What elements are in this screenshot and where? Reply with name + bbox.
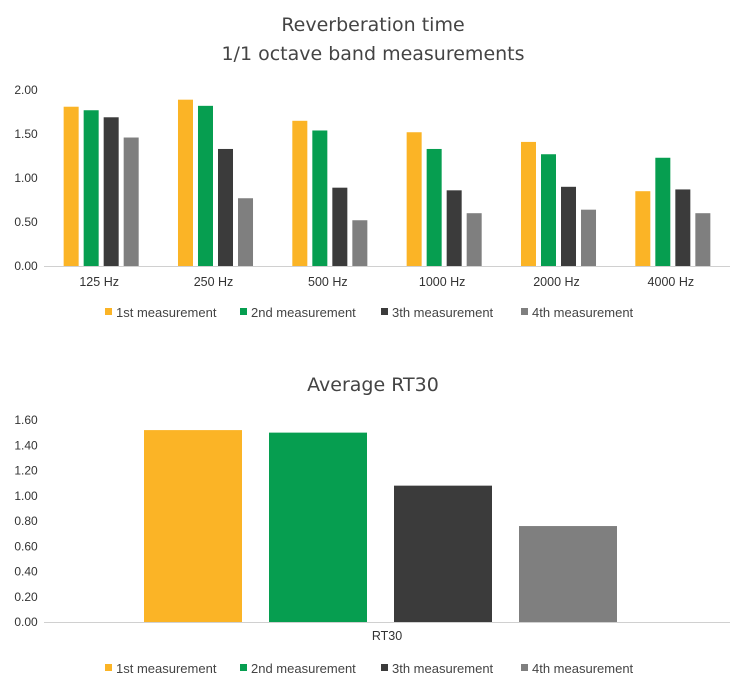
chart-title: Reverberation time xyxy=(281,14,464,36)
bar xyxy=(675,189,691,266)
bar xyxy=(83,110,99,267)
bar xyxy=(519,526,617,622)
legend-swatch xyxy=(105,664,112,671)
legend-label: 1st measurement xyxy=(116,305,217,320)
legend-swatch xyxy=(381,308,388,315)
legend-label: 1st measurement xyxy=(116,661,217,676)
bar xyxy=(218,148,234,266)
y-tick-label: 1.00 xyxy=(14,171,38,185)
legend-label: 4th measurement xyxy=(532,305,634,320)
bar xyxy=(177,99,193,267)
bar xyxy=(123,137,139,266)
bar xyxy=(394,485,492,622)
legend-label: 2nd measurement xyxy=(251,661,356,676)
bar xyxy=(144,430,242,622)
bar xyxy=(581,209,597,266)
y-tick-label: 1.40 xyxy=(14,438,38,452)
y-tick-label: 0.50 xyxy=(14,215,38,229)
bar xyxy=(635,191,651,266)
legend-swatch xyxy=(240,664,247,671)
bar xyxy=(446,190,462,266)
y-tick-label: 0.00 xyxy=(14,259,38,273)
legend-label: 3th measurement xyxy=(392,305,494,320)
bar xyxy=(406,132,422,266)
y-tick-label: 0.00 xyxy=(14,615,38,629)
bar xyxy=(197,105,213,266)
legend-swatch xyxy=(381,664,388,671)
legend-label: 3th measurement xyxy=(392,661,494,676)
legend-label: 4th measurement xyxy=(532,661,634,676)
y-tick-label: 0.60 xyxy=(14,539,38,553)
legend-swatch xyxy=(521,664,528,671)
category-label: 250 Hz xyxy=(194,275,234,289)
y-tick-label: 1.60 xyxy=(14,413,38,427)
y-tick-label: 0.80 xyxy=(14,514,38,528)
legend-swatch xyxy=(105,308,112,315)
category-label: 2000 Hz xyxy=(533,275,580,289)
chart-title: 1/1 octave band measurements xyxy=(221,43,524,65)
bar xyxy=(63,106,79,266)
category-label: 1000 Hz xyxy=(419,275,466,289)
y-tick-label: 0.40 xyxy=(14,565,38,579)
y-tick-label: 1.20 xyxy=(14,464,38,478)
y-tick-label: 1.50 xyxy=(14,127,38,141)
bar xyxy=(695,213,711,266)
category-label: 500 Hz xyxy=(308,275,348,289)
category-label: RT30 xyxy=(372,629,402,643)
bar xyxy=(352,220,368,266)
bar xyxy=(466,213,482,266)
bar xyxy=(520,141,536,266)
legend-swatch xyxy=(240,308,247,315)
legend-swatch xyxy=(521,308,528,315)
bar xyxy=(238,198,254,266)
bar xyxy=(103,117,119,266)
bar xyxy=(312,130,328,266)
y-tick-label: 0.20 xyxy=(14,590,38,604)
bar xyxy=(332,187,348,266)
bar xyxy=(269,432,367,622)
bar xyxy=(426,148,442,266)
bar xyxy=(561,186,577,266)
bar xyxy=(292,120,308,266)
bar xyxy=(655,157,671,266)
y-tick-label: 2.00 xyxy=(14,83,38,97)
bar xyxy=(540,154,556,266)
chart-title: Average RT30 xyxy=(307,374,439,396)
legend-label: 2nd measurement xyxy=(251,305,356,320)
y-tick-label: 1.00 xyxy=(14,489,38,503)
category-label: 4000 Hz xyxy=(648,275,695,289)
category-label: 125 Hz xyxy=(79,275,119,289)
